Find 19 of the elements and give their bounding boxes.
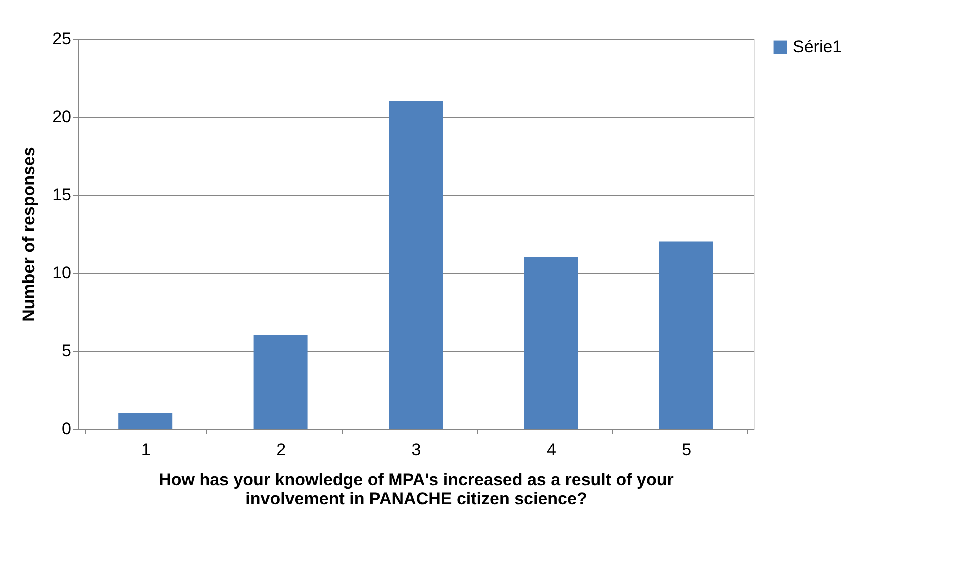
y-axis-title: Number of responses [20, 147, 39, 322]
x-tick-label: 5 [682, 440, 692, 460]
y-tick-label: 25 [52, 30, 72, 48]
legend-label: Série1 [793, 38, 842, 56]
bar [118, 413, 173, 429]
y-tick-label: 15 [52, 186, 72, 204]
x-tick-label: 4 [546, 440, 556, 460]
y-tick-label: 10 [52, 264, 72, 282]
bar [659, 242, 714, 429]
x-axis-title: How has your knowledge of MPA's increased as a result of your involvement in PANACHE citizen science? [159, 470, 674, 508]
x-tick-label: 3 [412, 440, 422, 460]
x-tick-label: 1 [141, 440, 151, 460]
bar [254, 335, 308, 429]
bar [389, 101, 443, 429]
y-tick-label: 20 [52, 108, 72, 126]
y-tick-label: 0 [62, 420, 72, 438]
bar [524, 257, 578, 429]
x-tick-label: 2 [276, 440, 286, 460]
y-tick-label: 5 [62, 342, 72, 360]
